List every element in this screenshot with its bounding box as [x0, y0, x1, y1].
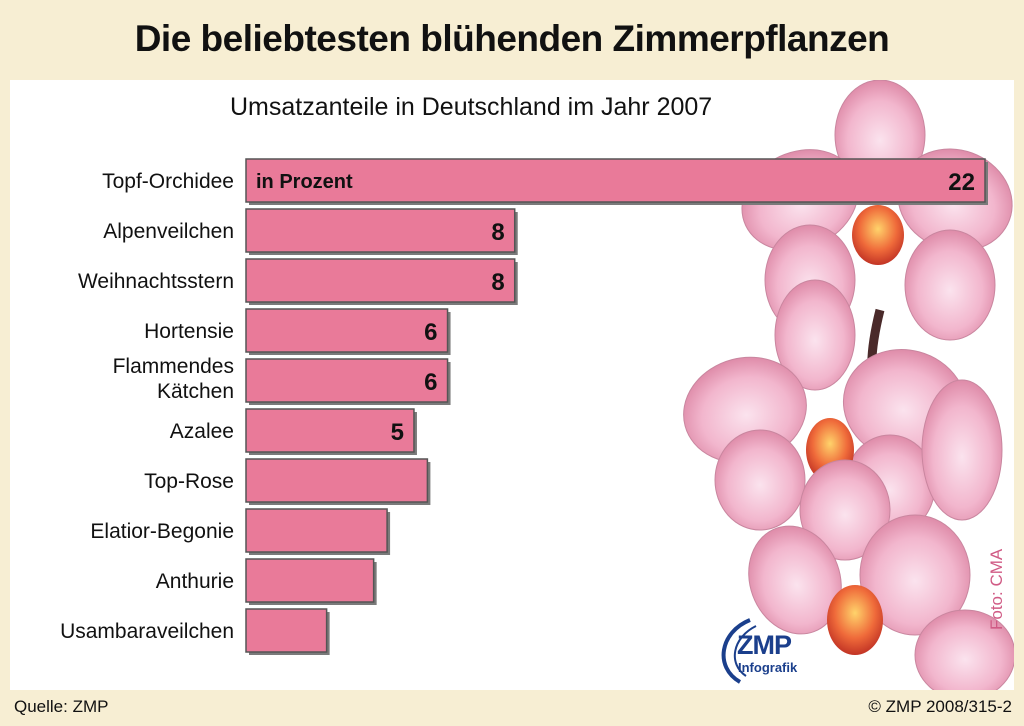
category-label: Hortensie: [144, 320, 234, 343]
bar-chart: Topf-Orchidee 22 Alpenveilchen 8 Weihnachtss…: [60, 158, 988, 655]
category-label: Azalee: [170, 420, 234, 443]
value-label: 6: [424, 319, 437, 346]
category-label: Top-Rose: [144, 470, 234, 493]
bar: [245, 458, 429, 503]
source-note: Quelle: ZMP: [14, 697, 109, 716]
category-label: Elatior-Begonie: [90, 520, 234, 543]
value-label: 8: [491, 219, 504, 246]
value-label: 22: [948, 169, 975, 196]
category-label: Flammendes Kätchen: [113, 355, 234, 403]
bar: [245, 608, 328, 653]
bar: [245, 258, 516, 303]
orchid-illustration: [683, 80, 1014, 690]
orchid-flower-lower: [748, 459, 1014, 690]
bar: [245, 358, 449, 403]
value-label: 8: [491, 269, 504, 296]
category-label: Weihnachtsstern: [78, 270, 234, 293]
unit-label: in Prozent: [256, 171, 353, 193]
bar: [245, 508, 388, 553]
bar: [245, 208, 516, 253]
title-bar: Die beliebtesten blühenden Zimmerpflanze…: [0, 0, 1024, 78]
bar: [245, 158, 986, 203]
zmp-logo-subtext: Infografik: [738, 660, 798, 675]
copyright-note: © ZMP 2008/315-2: [868, 697, 1012, 716]
bar: [245, 408, 415, 453]
chart-subtitle: Umsatzanteile in Deutschland im Jahr 200…: [230, 93, 713, 121]
category-label: Alpenveilchen: [103, 220, 234, 243]
value-label: 6: [424, 369, 437, 396]
value-label: 5: [391, 419, 404, 446]
zmp-logo-text: ZMP: [737, 630, 792, 660]
zmp-logo: [710, 612, 820, 688]
chart-title: Die beliebtesten blühenden Zimmerpflanze…: [134, 18, 890, 59]
photo-credit: Foto: CMA: [987, 548, 1006, 630]
category-label: Topf-Orchidee: [102, 170, 234, 193]
category-label: Anthurie: [156, 570, 234, 593]
chart-panel: Topf-Orchidee 22 Alpenveilchen 8 Weihnachtss…: [10, 80, 1014, 690]
bar: [245, 308, 449, 353]
category-label: Usambaraveilchen: [60, 620, 234, 643]
bar: [245, 558, 375, 603]
zmp-logo-swoosh-icon: [721, 618, 757, 684]
